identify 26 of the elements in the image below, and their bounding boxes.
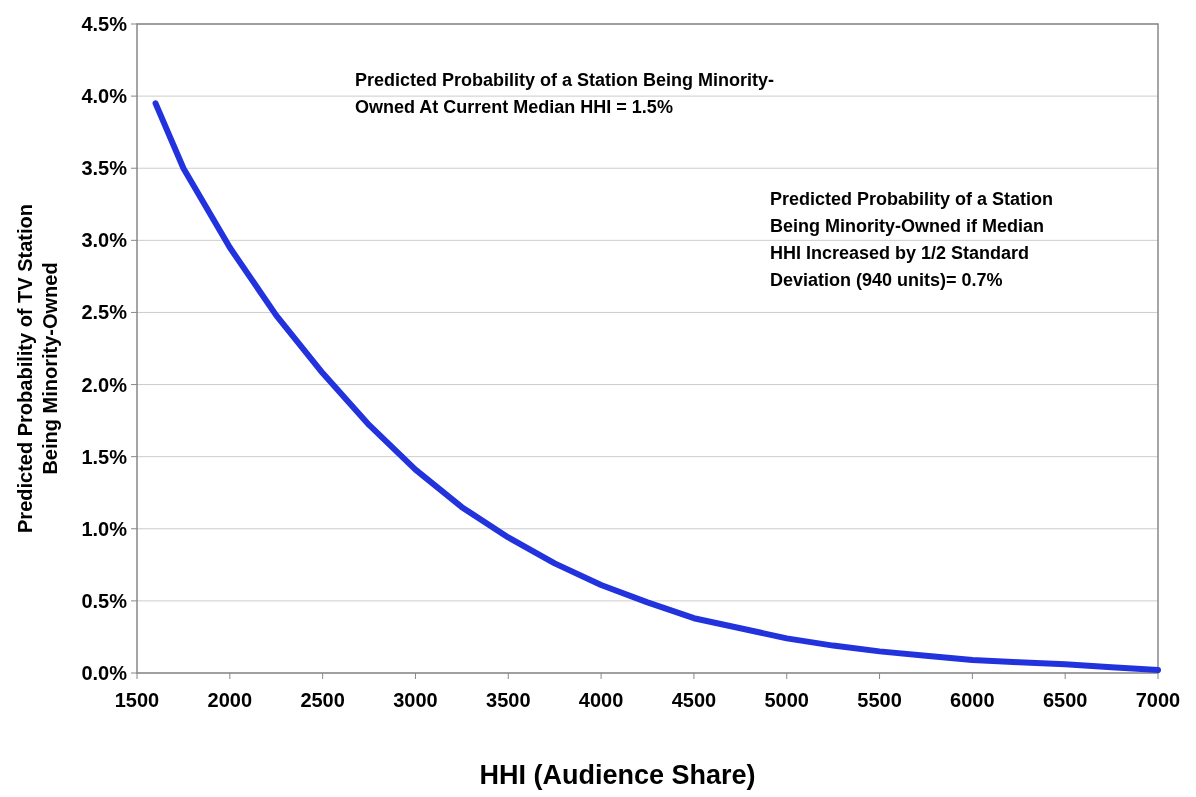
x-tick-label: 2000 <box>207 689 253 711</box>
y-tick-label: 1.5% <box>81 445 128 468</box>
annotation: Predicted Probability of a Station Being Minority-Owned if Median HHI Increased by 1/2 Standard Deviation (940 units)= 0.7% <box>770 189 1054 290</box>
x-tick-label: 5500 <box>857 689 902 711</box>
y-tick-label: 0.0% <box>81 662 128 684</box>
x-tick-label: 3000 <box>393 689 438 711</box>
y-axis-title: Predicted Probability of TV Station Being Minority-Owned <box>14 204 61 533</box>
y-tick-label: 3.0% <box>81 229 128 252</box>
y-tick-label: 3.5% <box>81 157 128 180</box>
y-tick-label: 0.5% <box>81 589 128 612</box>
x-tick-label: 5000 <box>764 689 809 711</box>
y-tick-label: 4.5% <box>81 13 128 35</box>
y-tick-label: 4.0% <box>81 85 128 108</box>
x-tick-label: 7000 <box>1135 689 1181 711</box>
y-tick-label: 1.0% <box>81 517 128 540</box>
x-tick-label: 1500 <box>114 689 160 711</box>
x-tick-label: 6500 <box>1042 689 1088 711</box>
x-axis-title: HHI (Audience Share) <box>479 760 756 790</box>
y-tick-label: 2.0% <box>81 373 128 396</box>
annotation: Predicted Probability of a Station Being Minority- Owned At Current Median HHI = 1.5% <box>355 70 775 117</box>
x-tick-label: 6000 <box>950 689 995 711</box>
x-tick-label: 2500 <box>300 689 345 711</box>
x-tick-label: 4500 <box>671 689 717 711</box>
x-tick-label: 4000 <box>578 689 624 711</box>
x-tick-label: 3500 <box>486 689 531 711</box>
y-tick-label: 2.5% <box>81 301 128 324</box>
